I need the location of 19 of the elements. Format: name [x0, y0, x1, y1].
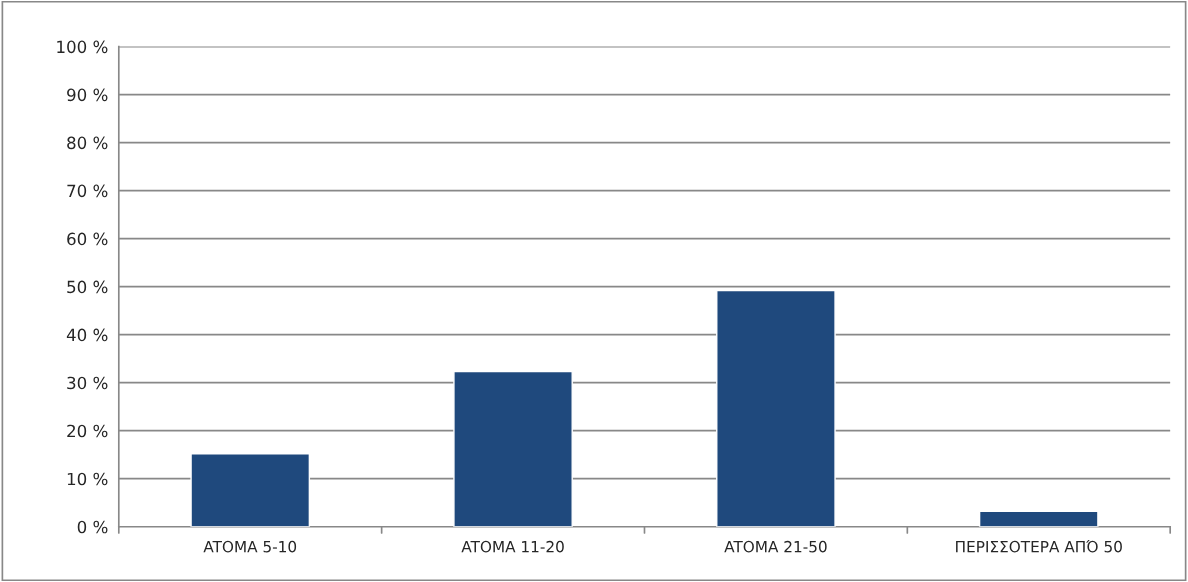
y-tick-label: 20 % — [67, 424, 108, 438]
y-tick-label: 80 % — [67, 136, 108, 150]
bar — [190, 453, 311, 527]
x-tick-label: ΠΕΡΙΣΣΟΤΕΡΑ ΑΠΌ 50 — [956, 539, 1122, 553]
y-tick-label: 50 % — [67, 280, 108, 294]
y-tick-label: 100 % — [57, 40, 108, 54]
x-tick-label: ATOMA 21-50 — [724, 540, 827, 553]
x-tick-label: ATOMA 5-10 — [203, 540, 297, 553]
y-tick-label: 10 % — [67, 472, 108, 486]
bar — [716, 289, 836, 527]
y-tick-label: 90 % — [67, 88, 108, 102]
y-tick-label: 30 % — [67, 376, 108, 390]
y-tick-label: 70 % — [67, 184, 108, 198]
y-tick-label: 60 % — [67, 232, 108, 246]
y-tick-label: 0 % — [77, 520, 108, 534]
bar — [453, 370, 573, 527]
x-tick-label: ATOMA 11-20 — [461, 540, 564, 553]
y-tick-label: 40 % — [66, 328, 108, 342]
bar — [978, 510, 1099, 527]
